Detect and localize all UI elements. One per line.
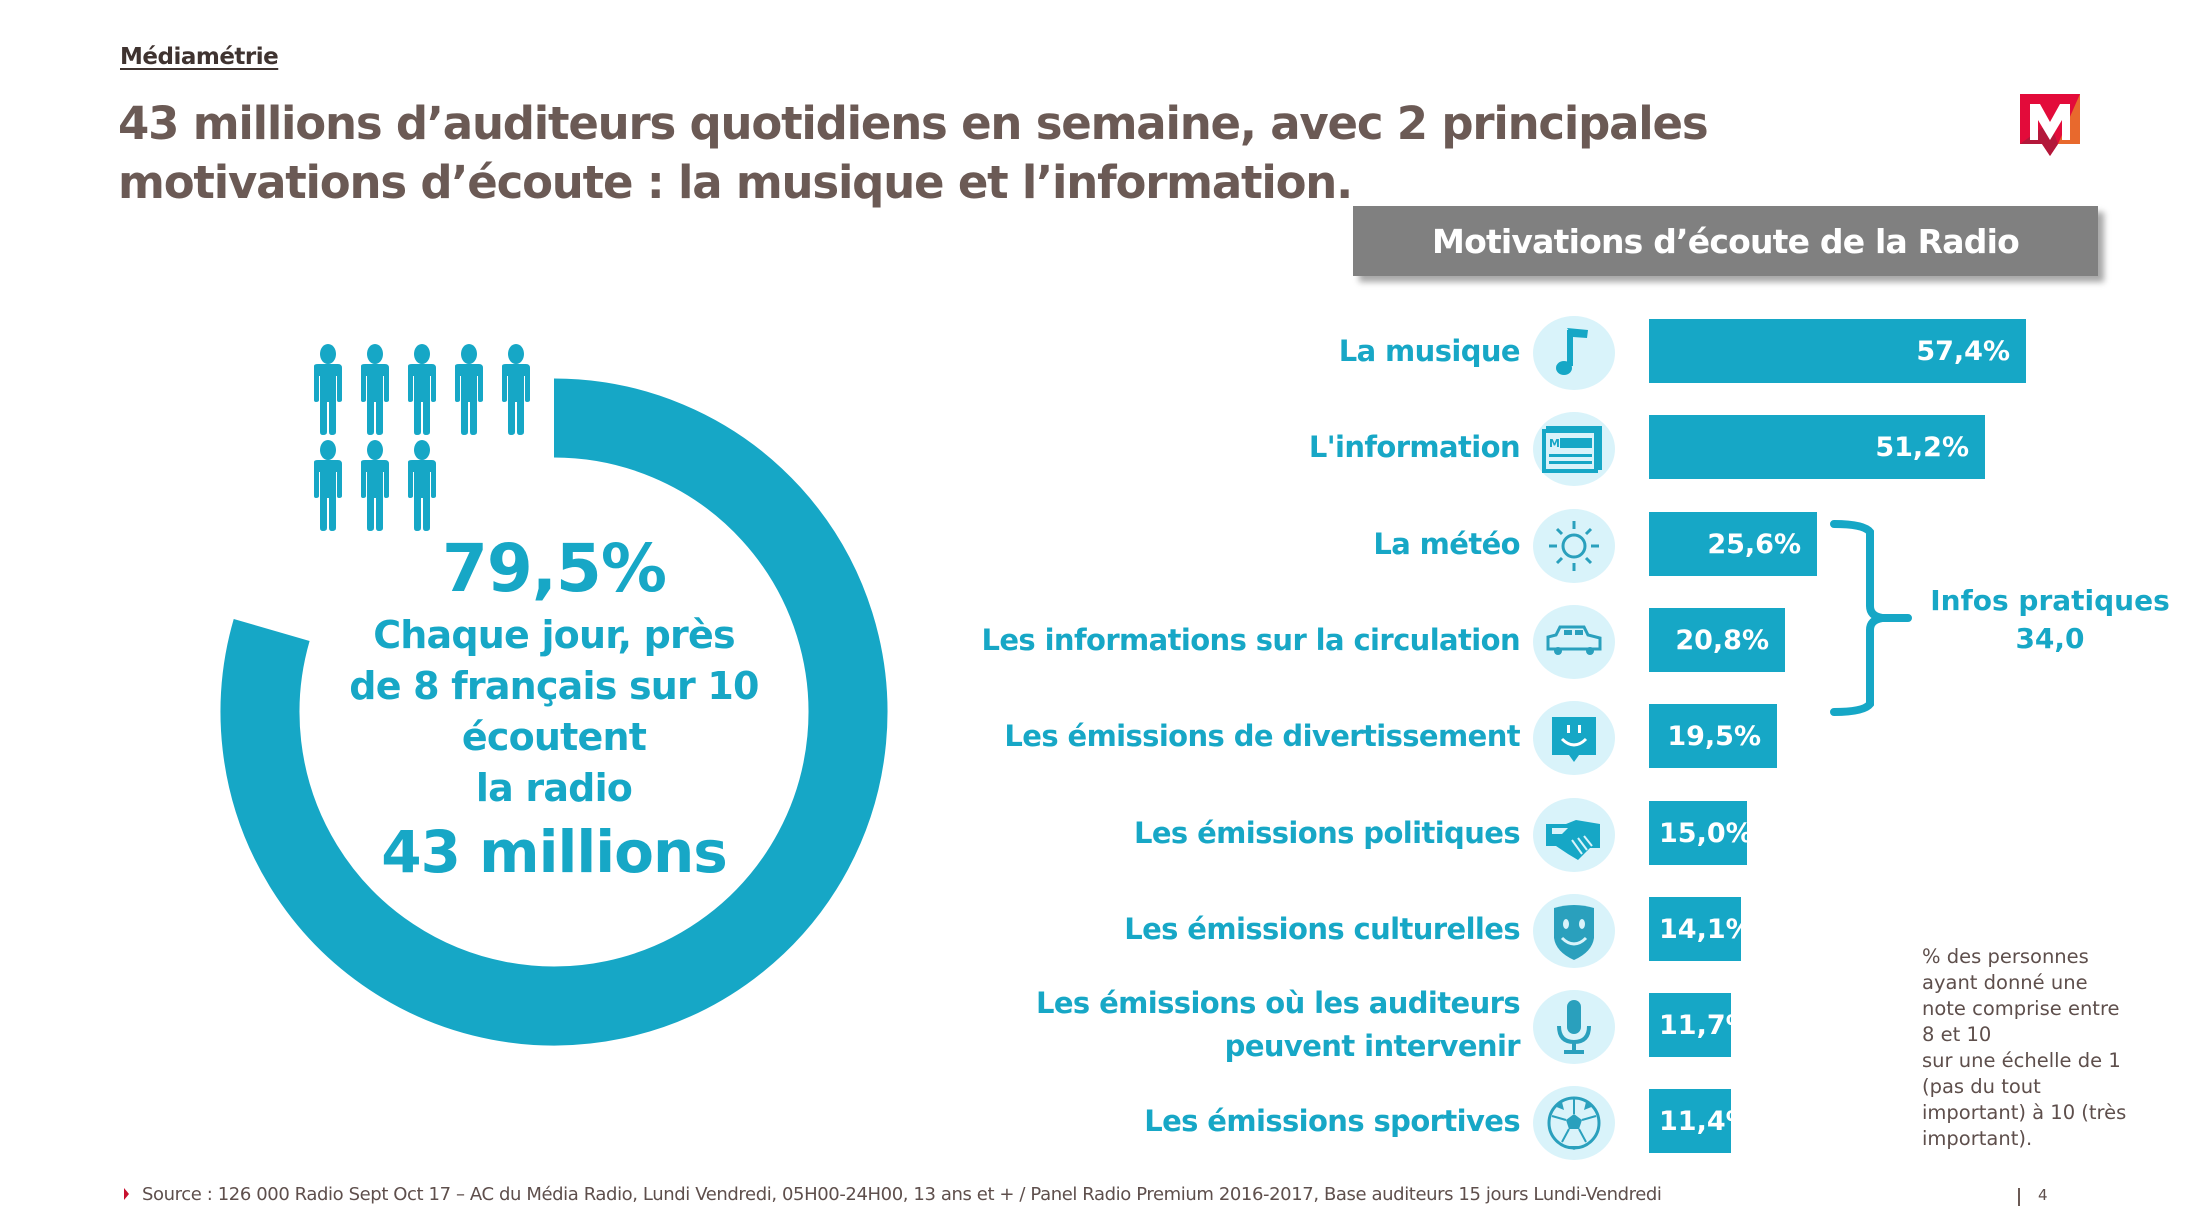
person-icon — [361, 344, 389, 435]
bar: 57,4% — [1649, 319, 2026, 383]
bar-category-label-line: Les émissions politiques — [1133, 815, 1521, 850]
bar-category-label-line: La musique — [1338, 333, 1521, 368]
bar-category-label: Les émissions sportives — [1144, 1100, 1520, 1143]
donut-description-line: Chaque jour, près — [373, 613, 735, 657]
bar-value-label: 25,6% — [1707, 528, 1801, 560]
bar: 14,1% — [1649, 897, 1741, 961]
bar-value-label: 20,8% — [1675, 624, 1769, 656]
bar-category-label-line: Les émissions sportives — [1144, 1103, 1520, 1138]
bar-category-label: La musique — [1338, 330, 1521, 373]
bar-category-label-line: Les informations sur la circulation — [981, 622, 1520, 657]
bar: 19,5% — [1649, 704, 1777, 768]
bar-value-label: 19,5% — [1667, 720, 1761, 752]
bar-value-label: 51,2% — [1875, 431, 1969, 463]
note-line: 8 et 10 — [1922, 1023, 1992, 1046]
brand-label: Médiamétrie — [120, 44, 279, 70]
bar-value-label: 57,4% — [1916, 335, 2010, 367]
donut-chart — [220, 378, 888, 1046]
note-line: sur une échelle de 1 — [1922, 1049, 2121, 1072]
sun-icon — [1533, 509, 1615, 583]
bar-value-label: 11,7% — [1659, 1009, 1731, 1041]
bar: 20,8% — [1649, 608, 1785, 672]
bar-category-label: L'information — [1308, 426, 1521, 469]
bar-category-label-line: Les émissions de divertissement — [1004, 718, 1520, 753]
mask-icon — [1533, 894, 1615, 968]
bar-value-label: 14,1% — [1659, 913, 1741, 945]
svg-text:M: M — [1549, 437, 1560, 450]
person-icon — [408, 440, 436, 531]
newspaper-icon: M — [1533, 412, 1615, 486]
bar-category-label-line: Les émissions culturelles — [1124, 911, 1520, 946]
bar-value-label: 11,4% — [1659, 1105, 1731, 1137]
soccer-ball-icon — [1533, 1086, 1615, 1160]
person-icon — [361, 440, 389, 531]
bullet-marker-icon — [124, 1188, 129, 1200]
note-line: important) à 10 (très — [1922, 1101, 2127, 1124]
bar-category-label-line: La météo — [1373, 526, 1520, 561]
donut-description: Chaque jour, près de 8 français sur 10 é… — [304, 610, 804, 814]
handshake-icon — [1533, 798, 1615, 872]
car-icon — [1533, 605, 1615, 679]
chart-note: % des personnes ayant donné une note com… — [1922, 944, 2172, 1152]
curly-bracket — [1830, 520, 1912, 716]
bar: 11,4% — [1649, 1089, 1731, 1153]
bar: 11,7% — [1649, 993, 1731, 1057]
bar: 15,0% — [1649, 801, 1747, 865]
person-icon — [455, 344, 483, 435]
donut-description-line: la radio — [475, 766, 633, 810]
note-line: (pas du tout — [1922, 1075, 2041, 1098]
page-separator — [2018, 1188, 2020, 1206]
note-line: % des personnes — [1922, 945, 2089, 968]
source-footnote: Source : 126 000 Radio Sept Oct 17 – AC … — [142, 1184, 1662, 1205]
person-icon — [314, 440, 342, 531]
donut-arc — [220, 378, 888, 1046]
mediametrie-logo-icon — [2020, 94, 2080, 156]
bar-category-label: Les émissions culturelles — [1124, 908, 1520, 951]
bar-category-label: Les émissions politiques — [1133, 812, 1521, 855]
annotation-label: Infos pratiques — [1930, 584, 2170, 617]
smiley-speech-bubble-icon — [1533, 701, 1615, 775]
note-line: important). — [1922, 1127, 2033, 1150]
bar: 51,2% — [1649, 415, 1985, 479]
person-icon — [408, 344, 436, 435]
page-number: 4 — [2038, 1186, 2048, 1204]
person-icon — [502, 344, 530, 435]
bar: 25,6% — [1649, 512, 1817, 576]
bar-category-label-line: peuvent intervenir — [1224, 1029, 1521, 1063]
people-icons — [314, 344, 530, 531]
donut-description-line: écoutent — [461, 715, 647, 759]
person-icon — [314, 344, 342, 435]
donut-description-line: de 8 français sur 10 — [349, 664, 759, 708]
bar-category-label-line: Les émissions où les auditeurs — [1035, 986, 1521, 1020]
bar-category-label: Les informations sur la circulation — [981, 619, 1520, 662]
infos-pratiques-annotation: Infos pratiques 34,0 — [1930, 582, 2170, 658]
note-line: note comprise entre — [1922, 997, 2120, 1020]
bar-category-label-line: L'information — [1308, 429, 1521, 464]
chart-header: Motivations d’écoute de la Radio — [1353, 206, 2098, 276]
bar-value-label: 15,0% — [1659, 817, 1747, 849]
donut-percentage: 79,5% — [442, 530, 667, 607]
music-note-icon — [1533, 316, 1615, 390]
bar-category-label: Les émissions où les auditeurs peuvent in… — [1035, 982, 1521, 1068]
bar-category-label: Les émissions de divertissement — [1004, 715, 1520, 758]
donut-big-number: 43 millions — [381, 818, 728, 886]
bar-category-label: La météo — [1373, 523, 1520, 566]
page-title: 43 millions d’auditeurs quotidiens en se… — [118, 97, 1709, 209]
annotation-value: 34,0 — [2015, 622, 2085, 655]
note-line: ayant donné une — [1922, 971, 2088, 994]
microphone-icon — [1533, 990, 1615, 1064]
